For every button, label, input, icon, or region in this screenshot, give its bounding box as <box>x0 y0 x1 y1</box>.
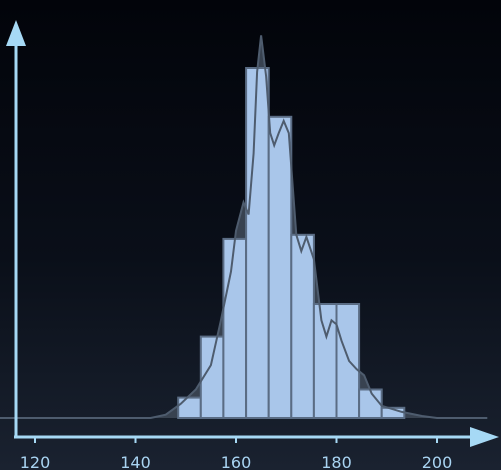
histogram-bar-2 <box>222 237 247 419</box>
x-tick-label: 200 <box>422 453 453 470</box>
x-axis-arrowhead <box>470 427 499 447</box>
histogram-bar-7 <box>335 303 361 419</box>
histogram-bar-3 <box>245 67 270 419</box>
histogram-bars <box>177 67 406 420</box>
x-tick-label: 180 <box>321 453 352 470</box>
density-curve-area <box>0 35 488 418</box>
y-axis-arrowhead <box>6 20 26 46</box>
x-tick-label: 140 <box>120 453 151 470</box>
density-curve-line <box>0 35 488 419</box>
x-tick-label: 160 <box>221 453 252 470</box>
histogram-bar-4 <box>267 115 293 420</box>
x-axis-ticks: 120 140 160 180 200 <box>20 437 453 470</box>
histogram-bar-5 <box>290 233 315 419</box>
histogram-bar-8 <box>358 388 383 419</box>
x-tick-label: 120 <box>20 453 51 470</box>
axes <box>6 20 499 447</box>
histogram-bar-0 <box>177 396 202 420</box>
